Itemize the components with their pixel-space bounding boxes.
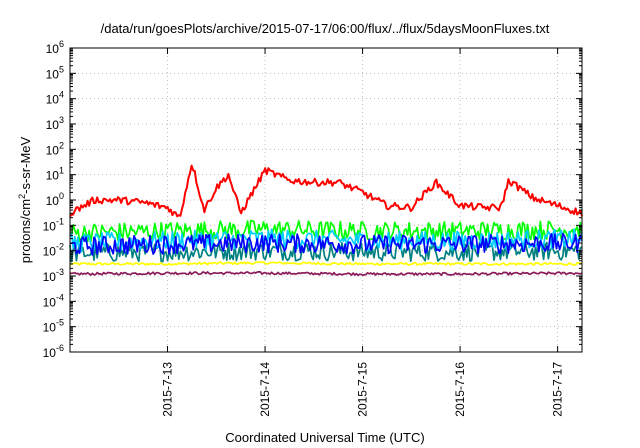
x-tick-labels: 2015-7-13 2015-7-14 2015-7-15 2015-7-16 2015… [161,362,565,417]
series-line [69,164,583,218]
y-tick-label: 100 [46,191,64,208]
y-tick-label: 101 [46,166,64,183]
y-tick-labels: 10-6 10-5 10-4 10-3 10-2 10-1 100 101 102 103 104 1… [43,39,64,360]
series-line [69,260,583,267]
grid-lines [70,48,582,352]
series-line [69,232,583,256]
y-tick-label: 10-4 [43,292,64,309]
y-tick-label: 104 [46,90,64,107]
x-tick-label: 2015-7-14 [258,362,272,417]
series-line [69,228,583,253]
series-line [69,219,583,243]
y-tick-label: 10-2 [43,242,64,259]
chart-title: /data/run/goesPlots/archive/2015-07-17/0… [101,21,550,36]
x-tick-label: 2015-7-15 [356,362,370,417]
axis-ticks [70,47,582,353]
x-tick-label: 2015-7-17 [551,362,565,417]
x-tick-label: 2015-7-13 [161,362,175,417]
y-tick-label: 103 [46,115,64,132]
y-tick-label: 106 [46,39,64,56]
y-tick-label: 102 [46,140,64,157]
series-line [69,271,583,277]
y-tick-label: 10-3 [43,267,64,284]
y-tick-label: 10-6 [43,343,64,360]
x-axis-label: Coordinated Universal Time (UTC) [225,430,424,445]
y-tick-label: 10-1 [43,216,64,233]
y-axis-label: protons/cm2-s-sr-MeV [17,136,33,263]
y-tick-label: 10-5 [43,318,64,335]
x-tick-label: 2015-7-16 [453,362,467,417]
y-tick-label: 105 [46,64,64,81]
plot-series [69,164,583,277]
